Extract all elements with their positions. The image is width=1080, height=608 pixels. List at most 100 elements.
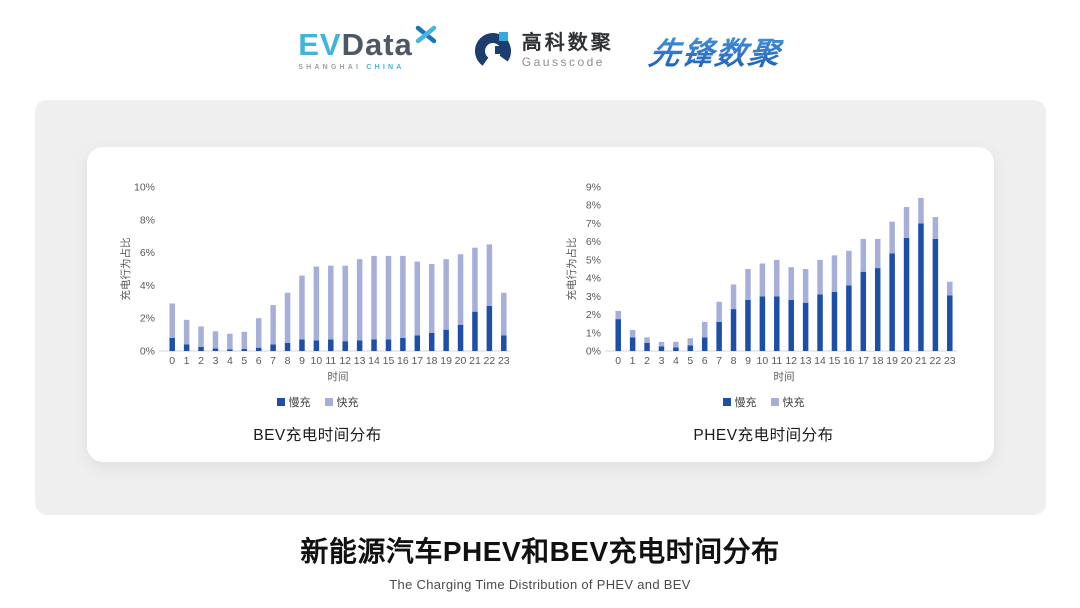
phev-legend: 慢充 快充 xyxy=(559,394,969,410)
svg-text:14: 14 xyxy=(814,355,826,367)
main-title: 新能源汽车PHEV和BEV充电时间分布 xyxy=(300,536,780,567)
svg-text:22: 22 xyxy=(483,355,495,367)
svg-text:16: 16 xyxy=(843,355,855,367)
svg-text:22: 22 xyxy=(929,355,941,367)
svg-text:3%: 3% xyxy=(585,291,600,303)
svg-text:21: 21 xyxy=(915,355,927,367)
svg-text:17: 17 xyxy=(857,355,869,367)
legend-label-fast: 快充 xyxy=(782,397,805,409)
svg-text:8%: 8% xyxy=(585,200,600,212)
bev-chart-title: BEV充电时间分布 xyxy=(253,427,382,444)
xianfeng-logo: 先锋数聚 xyxy=(646,28,786,73)
header-logos: EV Data SHANGHAI CHINA 高科数聚 Gausscode xyxy=(0,0,1080,78)
evdata-ev-text: EV xyxy=(298,27,342,62)
svg-text:9: 9 xyxy=(299,355,305,367)
evdata-shanghai-text: SHANGHAI xyxy=(298,64,362,71)
legend-item-slow: 慢充 xyxy=(722,394,757,410)
charts-panel: 0% 2% 4% 6% 8% 10% 充电行为占比 0 1 2 3 4 5 6 7 8 9 10 11 12 13 14 1… xyxy=(35,100,1046,515)
svg-text:5: 5 xyxy=(241,355,247,367)
svg-text:21: 21 xyxy=(469,355,481,367)
svg-text:4%: 4% xyxy=(139,280,154,292)
phev-chart: 0% 1% 2% 3% 4% 5% 6% 7% 8% 9% 充电行为占比 0 1 2 3 4 5 6 7 8 9 10 11… xyxy=(559,181,969,462)
svg-text:0: 0 xyxy=(615,355,621,367)
legend-label-slow: 慢充 xyxy=(734,397,757,409)
gausscode-en-text: Gausscode xyxy=(521,54,605,69)
gausscode-cn-text: 高科数聚 xyxy=(521,31,614,54)
svg-text:20: 20 xyxy=(900,355,912,367)
gausscode-logo: 高科数聚 Gausscode xyxy=(473,30,614,70)
svg-text:0%: 0% xyxy=(585,346,600,358)
svg-text:17: 17 xyxy=(411,355,423,367)
svg-text:1: 1 xyxy=(629,355,635,367)
legend-swatch-fast xyxy=(324,398,333,406)
svg-text:8: 8 xyxy=(730,355,736,367)
svg-text:时间: 时间 xyxy=(773,370,794,383)
svg-text:9%: 9% xyxy=(585,182,600,194)
evdata-spark-icon xyxy=(415,25,437,44)
svg-text:时间: 时间 xyxy=(327,370,348,383)
svg-text:13: 13 xyxy=(353,355,365,367)
svg-text:1: 1 xyxy=(183,355,189,367)
svg-text:充电行为占比: 充电行为占比 xyxy=(565,238,578,301)
svg-text:16: 16 xyxy=(397,355,409,367)
svg-text:2: 2 xyxy=(644,355,650,367)
svg-text:2%: 2% xyxy=(585,309,600,321)
bev-chart: 0% 2% 4% 6% 8% 10% 充电行为占比 0 1 2 3 4 5 6 7 8 9 10 11 12 13 14 1… xyxy=(113,181,523,462)
evdata-china-text: CHINA xyxy=(366,64,405,71)
main-subtitle: The Charging Time Distribution of PHEV a… xyxy=(389,577,691,592)
svg-text:3: 3 xyxy=(658,355,664,367)
svg-text:7%: 7% xyxy=(585,218,600,230)
legend-item-slow: 慢充 xyxy=(276,394,311,410)
svg-text:3: 3 xyxy=(212,355,218,367)
svg-text:9: 9 xyxy=(745,355,751,367)
evdata-wordmark: EV Data xyxy=(298,25,437,62)
svg-text:6: 6 xyxy=(255,355,261,367)
svg-text:2%: 2% xyxy=(139,313,154,325)
legend-swatch-fast xyxy=(770,398,779,406)
svg-text:23: 23 xyxy=(943,355,955,367)
legend-label-slow: 慢充 xyxy=(288,397,311,409)
svg-text:11: 11 xyxy=(325,355,336,367)
svg-text:7: 7 xyxy=(270,355,276,367)
legend-label-fast: 快充 xyxy=(336,397,359,409)
legend-swatch-slow xyxy=(722,398,731,406)
svg-text:5%: 5% xyxy=(585,254,600,266)
svg-text:13: 13 xyxy=(799,355,811,367)
svg-text:15: 15 xyxy=(828,355,840,367)
gausscode-mark-icon xyxy=(474,32,511,69)
svg-text:18: 18 xyxy=(871,355,883,367)
svg-text:0%: 0% xyxy=(139,346,154,358)
svg-text:4: 4 xyxy=(672,355,678,367)
evdata-logo: EV Data SHANGHAI CHINA xyxy=(298,25,437,71)
svg-text:8: 8 xyxy=(284,355,290,367)
svg-text:10%: 10% xyxy=(133,182,154,194)
evdata-data-text: Data xyxy=(341,27,413,62)
svg-text:6: 6 xyxy=(701,355,707,367)
legend-swatch-slow xyxy=(276,398,285,406)
svg-text:18: 18 xyxy=(425,355,437,367)
charts-card: 0% 2% 4% 6% 8% 10% 充电行为占比 0 1 2 3 4 5 6 7 8 9 10 11 12 13 14 1… xyxy=(87,147,994,462)
svg-text:10: 10 xyxy=(310,355,322,367)
svg-text:12: 12 xyxy=(785,355,797,367)
svg-text:20: 20 xyxy=(454,355,466,367)
legend-item-fast: 快充 xyxy=(770,394,805,410)
svg-text:10: 10 xyxy=(756,355,768,367)
phev-chart-title: PHEV充电时间分布 xyxy=(693,427,834,444)
svg-text:5: 5 xyxy=(687,355,693,367)
svg-text:11: 11 xyxy=(771,355,782,367)
svg-text:7: 7 xyxy=(716,355,722,367)
svg-text:4: 4 xyxy=(226,355,232,367)
evdata-subtext: SHANGHAI CHINA xyxy=(298,64,404,71)
bev-legend: 慢充 快充 xyxy=(113,394,523,410)
svg-text:19: 19 xyxy=(440,355,452,367)
svg-text:充电行为占比: 充电行为占比 xyxy=(119,238,132,301)
svg-text:12: 12 xyxy=(339,355,351,367)
svg-text:6%: 6% xyxy=(585,236,600,248)
svg-text:2: 2 xyxy=(198,355,204,367)
svg-text:6%: 6% xyxy=(139,247,154,259)
svg-text:23: 23 xyxy=(497,355,509,367)
svg-text:4%: 4% xyxy=(585,273,600,285)
